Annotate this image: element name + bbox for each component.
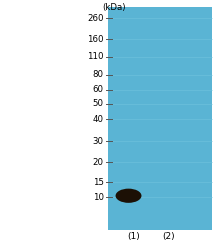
Text: 160: 160 (87, 35, 104, 44)
Text: (kDa): (kDa) (103, 3, 126, 12)
Text: (1): (1) (127, 232, 140, 241)
Text: (2): (2) (162, 232, 175, 241)
Text: 20: 20 (93, 158, 104, 167)
Text: 60: 60 (93, 85, 104, 94)
Text: 10: 10 (93, 193, 104, 202)
Bar (108, 7, 212, 230)
Text: 40: 40 (93, 115, 104, 124)
Text: 15: 15 (93, 178, 104, 187)
Text: 50: 50 (93, 99, 104, 108)
Ellipse shape (116, 189, 141, 203)
Text: 80: 80 (93, 70, 104, 79)
Text: 260: 260 (87, 14, 104, 23)
Text: 110: 110 (87, 52, 104, 61)
Text: 30: 30 (93, 137, 104, 146)
